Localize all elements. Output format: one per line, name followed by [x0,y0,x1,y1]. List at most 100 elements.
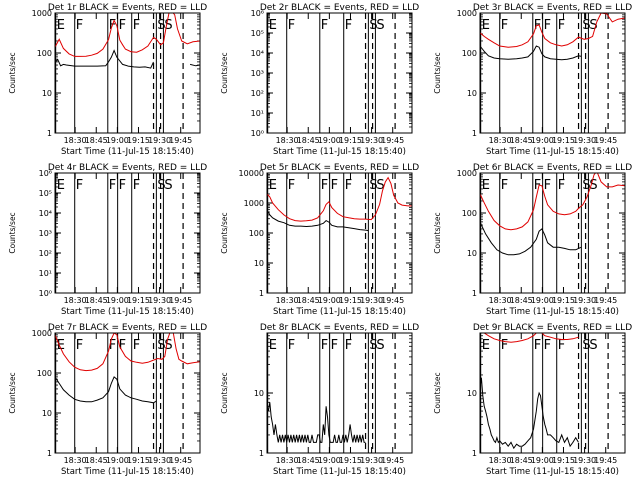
x-tick-label: 19:15 [552,456,575,465]
series-events-line [55,376,157,404]
x-tick-label: 18:30 [276,456,299,465]
y-tick-label: 10² [251,89,264,98]
chart-title: Det 9r BLACK = Events, RED = LLD [473,323,632,333]
y-tick-label: 10⁴ [251,49,264,58]
series-events-line [480,45,582,61]
marker-label-E: E [482,338,490,353]
x-tick-label: 19:30 [148,456,171,465]
x-tick-label: 18:30 [64,296,87,305]
x-tick-label: 19:15 [127,296,150,305]
y-tick-label: 10 [254,259,264,268]
series-group [480,173,625,256]
chart-panel-6: Det 6r BLACK = Events, RED = LLD Counts/s… [433,163,632,317]
marker-label-S: S [582,178,590,193]
x-tick-label: 19:45 [381,296,404,305]
x-tick-label: 19:15 [339,136,362,145]
x-axis-label: Start Time (11-Jul-15 18:15:40) [486,307,619,317]
chart-panel-7: Det 7r BLACK = Events, RED = LLD Counts/s… [8,323,207,477]
x-tick-label: 19:30 [573,456,596,465]
x-axis-label: Start Time (11-Jul-15 18:15:40) [61,467,194,477]
series-lld-line [480,173,625,231]
marker-label-F: F [133,18,140,33]
marker-label-F: F [331,178,338,193]
marker-label-F: F [544,178,551,193]
x-tick-label: 19:00 [318,456,341,465]
chart-title: Det 1r BLACK = Events, RED = LLD [48,3,207,13]
x-tick-label: 18:45 [510,296,533,305]
y-axis-label: Counts/sec [220,372,229,413]
plot-frame [479,172,626,294]
marker-label-E: E [269,338,277,353]
x-axis-label: Start Time (11-Jul-15 18:15:40) [61,147,194,157]
plot-frame [54,172,201,294]
marker-label-S: S [369,178,377,193]
x-tick-label: 19:45 [169,456,192,465]
marker-label-F: F [544,338,551,353]
x-tick-label: 18:45 [510,136,533,145]
x-tick-label: 18:45 [510,456,533,465]
marker-label-F: F [544,18,551,33]
y-tick-label: 10⁶ [39,169,52,178]
x-axis-label: Start Time (11-Jul-15 18:15:40) [273,147,406,157]
x-tick-label: 18:45 [297,136,320,145]
marker-label-E: E [269,18,277,33]
series-lld-line [480,13,625,48]
marker-label-E: E [57,338,65,353]
series-group [267,176,412,232]
marker-label-S: S [157,18,165,33]
marker-label-F: F [558,18,565,33]
marker-label-F: F [119,338,126,353]
y-tick-label: 1 [47,449,52,458]
chart-panel-3: Det 3r BLACK = Events, RED = LLD Counts/s… [433,3,632,157]
x-tick-label: 18:30 [489,136,512,145]
series-lld-line [55,333,200,372]
marker-label-F: F [321,178,328,193]
marker-label-E: E [482,18,490,33]
x-axis-label: Start Time (11-Jul-15 18:15:40) [486,147,619,157]
y-tick-label: 1 [472,289,477,298]
x-axis-label: Start Time (11-Jul-15 18:15:40) [486,467,619,477]
x-tick-label: 19:00 [531,296,554,305]
marker-label-F: F [119,18,126,33]
marker-label-F: F [288,18,295,33]
marker-label-E: E [57,18,65,33]
marker-label-F: F [345,178,352,193]
x-axis-label: Start Time (11-Jul-15 18:15:40) [61,307,194,317]
marker-label-F: F [76,18,83,33]
y-tick-label: 100 [462,49,477,58]
marker-label-S: S [589,178,597,193]
marker-label-F: F [288,178,295,193]
x-tick-label: 18:45 [297,456,320,465]
x-tick-label: 18:45 [85,136,108,145]
chart-title: Det 8r BLACK = Events, RED = LLD [260,323,419,333]
marker-label-S: S [164,338,172,353]
x-tick-label: 18:30 [489,456,512,465]
series-group [480,13,625,61]
x-tick-label: 18:30 [64,456,87,465]
marker-label-F: F [76,338,83,353]
plot-frame [54,332,201,454]
series-events-line [189,63,200,67]
x-tick-label: 19:45 [381,136,404,145]
x-tick-label: 19:45 [381,456,404,465]
x-tick-label: 19:45 [594,456,617,465]
plot-frame [479,332,626,454]
marker-label-F: F [345,338,352,353]
y-tick-label: 1000 [457,9,477,18]
x-tick-label: 19:00 [531,456,554,465]
marker-label-F: F [501,338,508,353]
chart-title: Det 5r BLACK = Events, RED = LLD [260,163,419,173]
x-tick-label: 18:45 [85,296,108,305]
marker-label-F: F [109,178,116,193]
x-tick-label: 19:45 [169,296,192,305]
y-tick-label: 10⁴ [39,209,52,218]
x-tick-label: 19:00 [106,136,129,145]
y-tick-label: 10² [39,249,52,258]
plot-frame [266,332,413,454]
marker-label-S: S [157,338,165,353]
y-tick-label: 1 [259,289,264,298]
marker-label-F: F [76,178,83,193]
y-tick-label: 10⁰ [251,129,264,138]
chart-panel-8: Det 8r BLACK = Events, RED = LLD Counts/s… [220,323,419,477]
x-tick-label: 19:15 [552,136,575,145]
